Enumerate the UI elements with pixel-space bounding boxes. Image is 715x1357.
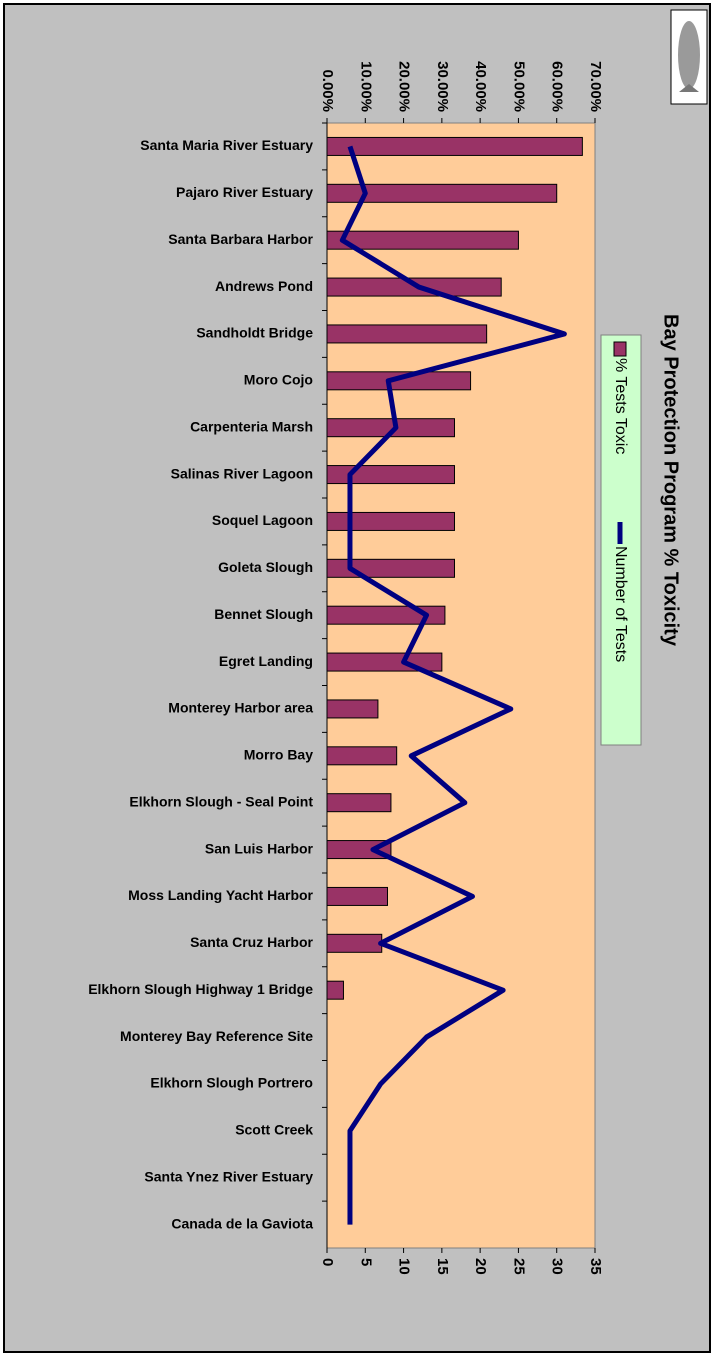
category-label: Scott Creek xyxy=(235,1122,313,1138)
bar xyxy=(326,746,398,766)
y-tick-label: 40.00% xyxy=(472,61,489,112)
fish-icon xyxy=(670,9,708,105)
chart-title: Bay Protection Program % Toxicity xyxy=(660,314,682,647)
category-label: Elkhorn Slough Portrero xyxy=(150,1075,313,1091)
category-label: Monterey Harbor area xyxy=(168,700,313,716)
y2-tick-label: 35 xyxy=(587,1258,604,1275)
bar xyxy=(326,558,455,578)
y-tick-label: 10.00% xyxy=(357,61,374,112)
bar xyxy=(326,230,519,250)
y-tick-label: 0.00% xyxy=(319,69,336,112)
legend-label: Number of Tests xyxy=(612,546,629,662)
bar xyxy=(326,136,583,156)
y2-tick-label: 5 xyxy=(357,1258,374,1266)
bar xyxy=(326,511,455,531)
category-label: Elkhorn Slough - Seal Point xyxy=(129,793,313,809)
category-label: Elkhorn Slough Highway 1 Bridge xyxy=(88,981,313,997)
y2-tick-label: 30 xyxy=(549,1258,566,1275)
bar xyxy=(326,793,392,813)
y-tick-label: 30.00% xyxy=(434,61,451,112)
category-label: Salinas River Lagoon xyxy=(171,465,313,481)
category-label: Moss Landing Yacht Harbor xyxy=(128,887,313,903)
bar xyxy=(326,699,379,719)
y2-tick-label: 10 xyxy=(396,1258,413,1275)
y2-tick-label: 15 xyxy=(434,1258,451,1275)
category-label: Carpenteria Marsh xyxy=(190,418,313,434)
category-label: Morro Bay xyxy=(244,747,313,763)
y-tick-label: 20.00% xyxy=(396,61,413,112)
category-label: Santa Maria River Estuary xyxy=(140,137,313,153)
legend-label: % Tests Toxic xyxy=(612,358,629,454)
y2-tick-label: 20 xyxy=(472,1258,489,1275)
bar xyxy=(326,371,472,391)
y-tick-label: 60.00% xyxy=(549,61,566,112)
bar xyxy=(326,324,488,344)
category-label: Monterey Bay Reference Site xyxy=(120,1028,313,1044)
category-label: San Luis Harbor xyxy=(205,840,314,856)
category-label: Soquel Lagoon xyxy=(212,512,313,528)
category-label: Egret Landing xyxy=(219,653,313,669)
y2-tick-label: 25 xyxy=(510,1258,527,1275)
category-label: Santa Barbara Harbor xyxy=(168,231,313,247)
bar xyxy=(326,840,392,860)
category-label: Goleta Slough xyxy=(218,559,313,575)
line xyxy=(339,145,567,1225)
category-label: Andrews Pond xyxy=(215,278,313,294)
y-tick-label: 50.00% xyxy=(510,61,527,112)
category-label: Santa Cruz Harbor xyxy=(190,934,313,950)
category-label: Santa Ynez River Estuary xyxy=(144,1168,313,1184)
category-label: Canada de la Gaviota xyxy=(171,1215,313,1231)
y2-tick-label: 0 xyxy=(319,1258,336,1266)
legend-swatch xyxy=(613,341,627,357)
category-label: Sandholdt Bridge xyxy=(196,325,313,341)
y-tick-label: 70.00% xyxy=(587,61,604,112)
bar xyxy=(326,886,388,906)
category-label: Bennet Slough xyxy=(214,606,313,622)
bar xyxy=(326,933,383,953)
category-label: Pajaro River Estuary xyxy=(176,184,313,200)
bar xyxy=(326,183,558,203)
bar xyxy=(326,465,455,485)
bar xyxy=(326,980,344,1000)
bar xyxy=(326,418,455,438)
category-label: Moro Cojo xyxy=(244,372,313,388)
bar xyxy=(326,652,443,672)
